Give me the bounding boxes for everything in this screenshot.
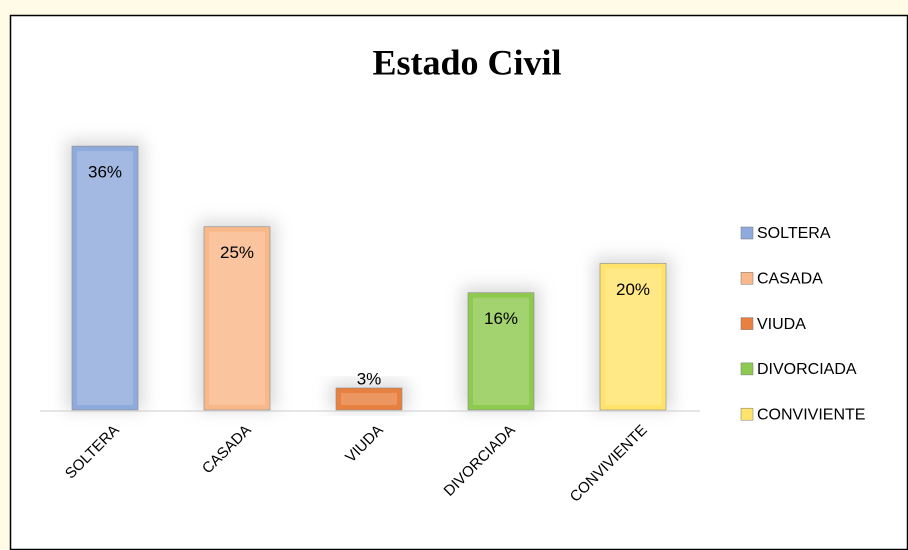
data-label: 20% <box>616 280 650 299</box>
data-label: 3% <box>357 369 382 388</box>
bar-bevel <box>209 231 265 405</box>
legend-label: CASADA <box>757 271 823 288</box>
legend-label: CONVIVIENTE <box>757 406 865 423</box>
bar <box>71 145 139 411</box>
legend-label: DIVORCIADA <box>757 361 857 378</box>
legend-label: SOLTERA <box>757 225 831 242</box>
bar <box>203 226 271 411</box>
legend-swatch <box>740 226 754 240</box>
chart-title: Estado Civil <box>372 42 561 82</box>
bar <box>335 387 403 411</box>
legend-swatch <box>740 407 754 421</box>
data-label: 16% <box>484 309 518 328</box>
legend-label: VIUDA <box>757 316 806 333</box>
bar-bevel <box>77 151 133 405</box>
data-label: 36% <box>88 163 122 182</box>
bar-bevel <box>605 268 661 405</box>
legend-swatch <box>740 362 754 376</box>
bar-bevel <box>341 393 397 405</box>
legend-swatch <box>740 272 754 285</box>
bar <box>599 263 667 411</box>
legend-swatch <box>740 317 754 330</box>
chart-frame <box>9 14 908 550</box>
data-label: 25% <box>220 243 254 262</box>
bar <box>467 292 535 411</box>
bar-bevel <box>473 297 529 405</box>
